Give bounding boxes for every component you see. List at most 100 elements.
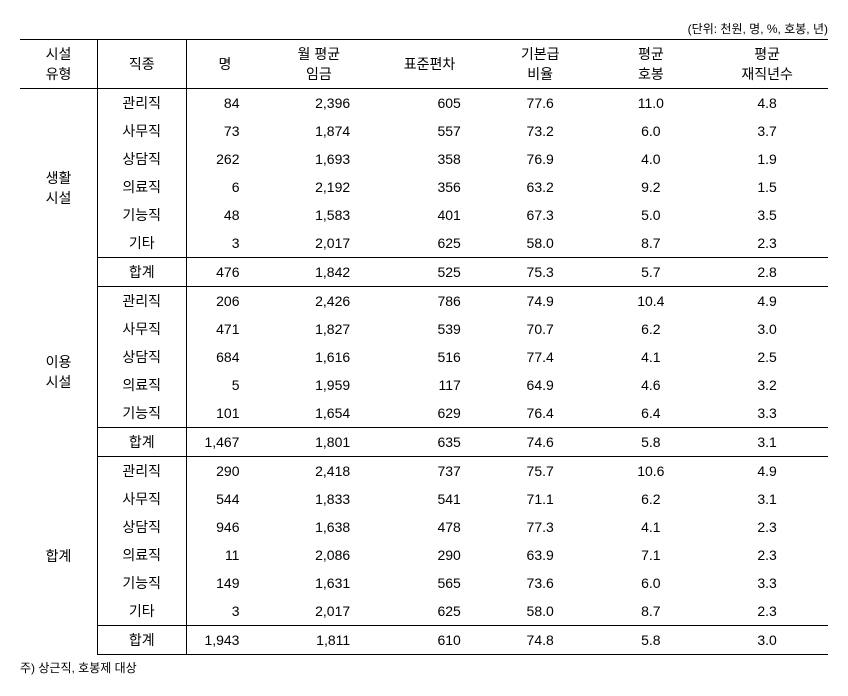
table-row: 기능직1011,65462976.46.43.3	[20, 399, 828, 428]
wage-cell: 1,631	[263, 569, 374, 597]
count-cell: 149	[186, 569, 263, 597]
std-cell: 117	[374, 371, 485, 399]
job-cell: 사무직	[97, 117, 186, 145]
std-cell: 629	[374, 399, 485, 428]
job-cell: 기능직	[97, 201, 186, 229]
std-cell: 635	[374, 428, 485, 457]
wage-cell: 2,086	[263, 541, 374, 569]
table-row: 기타32,01762558.08.72.3	[20, 229, 828, 258]
ratio-cell: 58.0	[485, 597, 596, 626]
ratio-cell: 75.3	[485, 258, 596, 287]
years-cell: 4.9	[706, 457, 828, 486]
count-cell: 73	[186, 117, 263, 145]
std-cell: 516	[374, 343, 485, 371]
ratio-cell: 58.0	[485, 229, 596, 258]
table-row: 합계관리직2902,41873775.710.64.9	[20, 457, 828, 486]
years-cell: 2.5	[706, 343, 828, 371]
job-cell: 사무직	[97, 315, 186, 343]
wage-cell: 1,827	[263, 315, 374, 343]
count-cell: 84	[186, 89, 263, 118]
table-row: 상담직6841,61651677.44.12.5	[20, 343, 828, 371]
ratio-cell: 64.9	[485, 371, 596, 399]
count-cell: 48	[186, 201, 263, 229]
grade-cell: 9.2	[596, 173, 707, 201]
table-row: 기능직1491,63156573.66.03.3	[20, 569, 828, 597]
ratio-cell: 76.4	[485, 399, 596, 428]
wage-cell: 1,874	[263, 117, 374, 145]
years-cell: 4.8	[706, 89, 828, 118]
grade-cell: 5.0	[596, 201, 707, 229]
job-cell: 합계	[97, 428, 186, 457]
count-cell: 290	[186, 457, 263, 486]
job-cell: 합계	[97, 626, 186, 655]
wage-cell: 1,842	[263, 258, 374, 287]
facility-type-cell: 생활시설	[20, 89, 97, 287]
years-cell: 3.3	[706, 569, 828, 597]
header-base-ratio: 기본급비율	[485, 40, 596, 89]
grade-cell: 11.0	[596, 89, 707, 118]
job-cell: 의료직	[97, 173, 186, 201]
std-cell: 541	[374, 485, 485, 513]
table-row: 상담직9461,63847877.34.12.3	[20, 513, 828, 541]
table-row: 기능직481,58340167.35.03.5	[20, 201, 828, 229]
header-count: 명	[186, 40, 263, 89]
wage-cell: 1,801	[263, 428, 374, 457]
grade-cell: 6.2	[596, 315, 707, 343]
std-cell: 625	[374, 597, 485, 626]
wage-cell: 2,017	[263, 229, 374, 258]
wage-cell: 2,017	[263, 597, 374, 626]
ratio-cell: 74.6	[485, 428, 596, 457]
job-cell: 합계	[97, 258, 186, 287]
count-cell: 206	[186, 287, 263, 316]
table-row: 사무직4711,82753970.76.23.0	[20, 315, 828, 343]
wage-cell: 1,616	[263, 343, 374, 371]
std-cell: 539	[374, 315, 485, 343]
std-cell: 478	[374, 513, 485, 541]
years-cell: 3.0	[706, 626, 828, 655]
years-cell: 1.9	[706, 145, 828, 173]
years-cell: 2.8	[706, 258, 828, 287]
grade-cell: 6.4	[596, 399, 707, 428]
ratio-cell: 74.9	[485, 287, 596, 316]
std-cell: 525	[374, 258, 485, 287]
std-cell: 786	[374, 287, 485, 316]
count-cell: 471	[186, 315, 263, 343]
count-cell: 476	[186, 258, 263, 287]
grade-cell: 4.1	[596, 343, 707, 371]
wage-cell: 1,811	[263, 626, 374, 655]
std-cell: 737	[374, 457, 485, 486]
ratio-cell: 67.3	[485, 201, 596, 229]
grade-cell: 5.7	[596, 258, 707, 287]
table-row: 사무직5441,83354171.16.23.1	[20, 485, 828, 513]
std-cell: 358	[374, 145, 485, 173]
table-row: 생활시설관리직842,39660577.611.04.8	[20, 89, 828, 118]
wage-cell: 2,192	[263, 173, 374, 201]
count-cell: 946	[186, 513, 263, 541]
wage-cell: 1,833	[263, 485, 374, 513]
years-cell: 3.1	[706, 485, 828, 513]
years-cell: 4.9	[706, 287, 828, 316]
ratio-cell: 74.8	[485, 626, 596, 655]
grade-cell: 10.6	[596, 457, 707, 486]
count-cell: 684	[186, 343, 263, 371]
count-cell: 6	[186, 173, 263, 201]
job-cell: 상담직	[97, 513, 186, 541]
table-row: 상담직2621,69335876.94.01.9	[20, 145, 828, 173]
job-cell: 사무직	[97, 485, 186, 513]
job-cell: 기능직	[97, 569, 186, 597]
subtotal-row: 합계1,4671,80163574.65.83.1	[20, 428, 828, 457]
job-cell: 관리직	[97, 89, 186, 118]
wage-cell: 1,638	[263, 513, 374, 541]
std-cell: 290	[374, 541, 485, 569]
std-cell: 625	[374, 229, 485, 258]
job-cell: 상담직	[97, 343, 186, 371]
subtotal-row: 합계4761,84252575.35.72.8	[20, 258, 828, 287]
grade-cell: 6.0	[596, 569, 707, 597]
wage-cell: 1,654	[263, 399, 374, 428]
years-cell: 3.2	[706, 371, 828, 399]
years-cell: 2.3	[706, 597, 828, 626]
wage-cell: 2,396	[263, 89, 374, 118]
std-cell: 401	[374, 201, 485, 229]
header-job-type: 직종	[97, 40, 186, 89]
years-cell: 3.7	[706, 117, 828, 145]
